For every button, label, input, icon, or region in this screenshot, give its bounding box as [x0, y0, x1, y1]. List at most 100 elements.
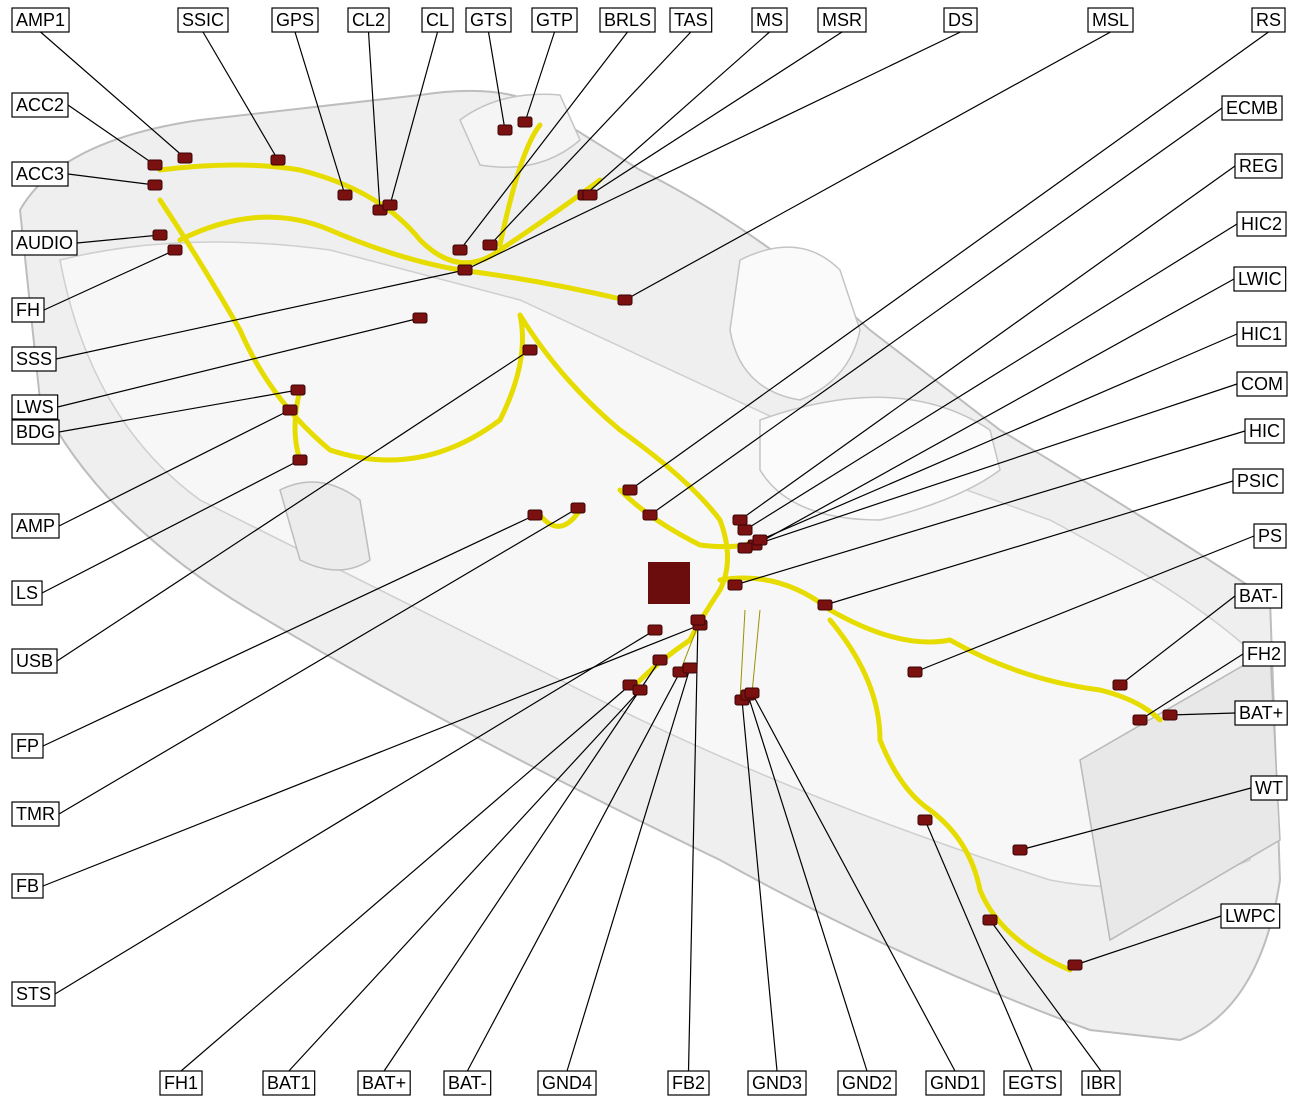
callout: LS [12, 581, 42, 605]
connector [691, 615, 705, 625]
label: PSIC [1237, 471, 1279, 491]
label: FB2 [672, 1073, 705, 1093]
connector [818, 600, 832, 610]
label: CL2 [352, 10, 385, 30]
connector [648, 625, 662, 635]
leader-line [181, 685, 630, 1071]
label: LS [16, 583, 38, 603]
callout: STS [12, 982, 55, 1006]
leader-line [55, 630, 655, 994]
label: FH [16, 300, 40, 320]
connector [918, 815, 932, 825]
label: TAS [674, 10, 708, 30]
label: PS [1258, 526, 1282, 546]
connector [283, 405, 297, 415]
connector [653, 655, 667, 665]
connector [738, 543, 752, 553]
callout: HIC1 [1237, 322, 1286, 346]
connector [168, 245, 182, 255]
connector [148, 180, 162, 190]
label: STS [16, 984, 51, 1004]
label: AUDIO [16, 233, 73, 253]
connector [633, 685, 647, 695]
callout: LWS [12, 395, 58, 419]
connector [498, 125, 512, 135]
callout: GND1 [926, 1071, 984, 1095]
connector [293, 455, 307, 465]
connector [728, 580, 742, 590]
callout: WT [1251, 776, 1287, 800]
connector [528, 510, 542, 520]
callout: BAT- [444, 1071, 491, 1095]
label: COM [1241, 374, 1283, 394]
label: AMP [16, 516, 55, 536]
label: SSS [16, 349, 52, 369]
callout: GND2 [838, 1071, 896, 1095]
callout: MS [752, 8, 787, 32]
label: GTS [470, 10, 507, 30]
connector [148, 160, 162, 170]
callout: PSIC [1233, 469, 1283, 493]
label: DS [948, 10, 973, 30]
fuse-box [648, 562, 690, 604]
label: BAT- [448, 1073, 487, 1093]
connector [291, 385, 305, 395]
connector [1133, 715, 1147, 725]
connector [518, 117, 532, 127]
connector [338, 190, 352, 200]
callout: LWIC [1234, 267, 1286, 291]
connector [643, 510, 657, 520]
label: REG [1239, 156, 1278, 176]
label: BAT1 [267, 1073, 311, 1093]
connector [618, 295, 632, 305]
connector [483, 240, 497, 250]
connector [178, 153, 192, 163]
leader-line [625, 32, 1111, 300]
label: BDG [16, 422, 55, 442]
callout: ECMB [1222, 96, 1282, 120]
label: BAT+ [362, 1073, 406, 1093]
callout: GTS [466, 8, 511, 32]
connector [453, 245, 467, 255]
connector [583, 190, 597, 200]
label: USB [16, 651, 53, 671]
connector [753, 535, 767, 545]
callout: SSIC [178, 8, 228, 32]
label: HIC2 [1241, 214, 1282, 234]
callout: FB2 [668, 1071, 709, 1095]
label: LWPC [1225, 906, 1276, 926]
connector [571, 503, 585, 513]
leader-line [289, 690, 640, 1071]
label: ACC2 [16, 95, 64, 115]
label: TMR [16, 804, 55, 824]
callout: MSL [1088, 8, 1133, 32]
connector [623, 485, 637, 495]
callout: BRLS [600, 8, 655, 32]
connector [738, 525, 752, 535]
callout: DS [944, 8, 977, 32]
callout: AMP [12, 514, 59, 538]
callout: ACC2 [12, 93, 68, 117]
label: FH1 [164, 1073, 198, 1093]
callout: FB [12, 874, 43, 898]
callout: EGTS [1004, 1071, 1061, 1095]
connector [1163, 710, 1177, 720]
callout: GND4 [538, 1071, 596, 1095]
label: MSR [822, 10, 862, 30]
connector [683, 663, 697, 673]
callout: BAT+ [1235, 701, 1287, 725]
callout: HIC [1245, 419, 1284, 443]
callout: BAT1 [263, 1071, 315, 1095]
label: ECMB [1226, 98, 1278, 118]
connector [1113, 680, 1127, 690]
callout: BAT- [1235, 584, 1282, 608]
connector [1013, 845, 1027, 855]
callout: GTP [532, 8, 577, 32]
leader-line [585, 32, 770, 195]
connector [413, 313, 427, 323]
connector [733, 515, 747, 525]
label: GND4 [542, 1073, 592, 1093]
callout: AMP1 [12, 8, 69, 32]
callout: BAT+ [358, 1071, 410, 1095]
callout: SSS [12, 347, 56, 371]
